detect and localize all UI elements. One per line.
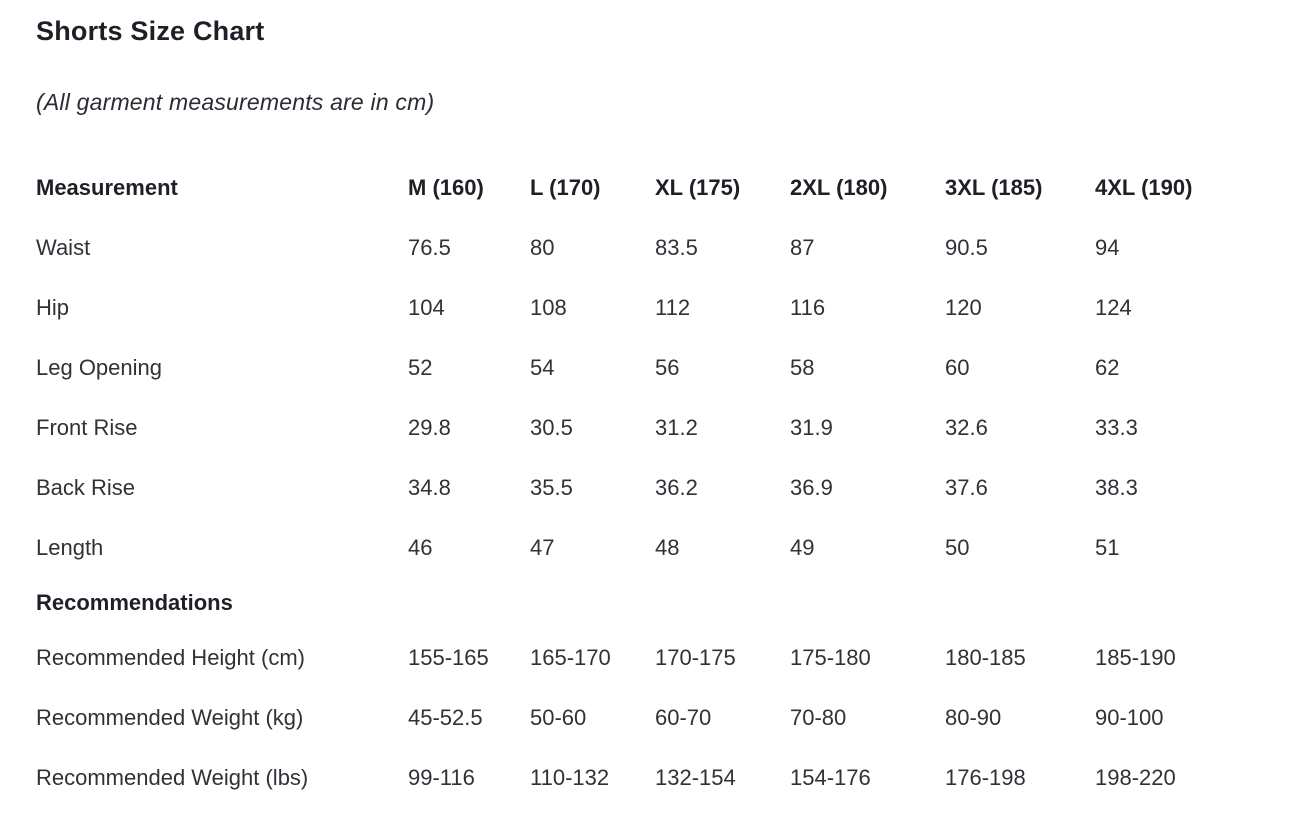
cell-value: 50 xyxy=(945,535,970,560)
cell-value: 104 xyxy=(408,295,445,320)
row-label: Front Rise xyxy=(36,415,138,440)
cell-value: 87 xyxy=(790,235,815,260)
table-row: Leg Opening 52 54 56 58 60 62 xyxy=(36,338,1258,398)
cell-value: 70-80 xyxy=(790,705,847,730)
cell-value: 165-170 xyxy=(530,645,611,670)
cell-value: 46 xyxy=(408,535,433,560)
cell-value: 36.9 xyxy=(790,475,833,500)
cell-value: 32.6 xyxy=(945,415,988,440)
cell-value: 180-185 xyxy=(945,645,1026,670)
section-row: Recommendations xyxy=(36,578,1258,628)
cell-value: 50-60 xyxy=(530,705,587,730)
table-row: Hip 104 108 112 116 120 124 xyxy=(36,278,1258,338)
cell-value: 176-198 xyxy=(945,765,1026,790)
cell-value: 132-154 xyxy=(655,765,736,790)
table-row: Front Rise 29.8 30.5 31.2 31.9 32.6 33.3 xyxy=(36,398,1258,458)
cell-value: 83.5 xyxy=(655,235,698,260)
cell-value: 170-175 xyxy=(655,645,736,670)
table-row: Recommended Weight (lbs) 99-116 110-132 132… xyxy=(36,748,1258,808)
table-row: Waist 76.5 80 83.5 87 90.5 94 xyxy=(36,218,1258,278)
column-header-size: 4XL (190) xyxy=(1095,175,1193,200)
row-label: Hip xyxy=(36,295,70,320)
cell-value: 34.8 xyxy=(408,475,451,500)
cell-value: 37.6 xyxy=(945,475,988,500)
cell-value: 120 xyxy=(945,295,982,320)
cell-value: 33.3 xyxy=(1095,415,1138,440)
column-header-size: L (170) xyxy=(530,175,601,200)
table-row: Recommended Height (cm) 155-165 165-170 170… xyxy=(36,628,1258,688)
table-row: Back Rise 34.8 35.5 36.2 36.9 37.6 38.3 xyxy=(36,458,1258,518)
cell-value: 90.5 xyxy=(945,235,988,260)
cell-value: 80 xyxy=(530,235,555,260)
page-title: Shorts Size Chart xyxy=(36,16,265,46)
cell-value: 155-165 xyxy=(408,645,489,670)
cell-value: 76.5 xyxy=(408,235,451,260)
cell-value: 51 xyxy=(1095,535,1120,560)
cell-value: 31.9 xyxy=(790,415,833,440)
cell-value: 49 xyxy=(790,535,815,560)
cell-value: 54 xyxy=(530,355,555,380)
cell-value: 124 xyxy=(1095,295,1132,320)
cell-value: 112 xyxy=(655,295,691,320)
column-header-size: XL (175) xyxy=(655,175,741,200)
cell-value: 35.5 xyxy=(530,475,573,500)
cell-value: 198-220 xyxy=(1095,765,1176,790)
cell-value: 175-180 xyxy=(790,645,871,670)
cell-value: 94 xyxy=(1095,235,1120,260)
cell-value: 58 xyxy=(790,355,815,380)
table-row: Recommended Weight (kg) 45-52.5 50-60 60-70… xyxy=(36,688,1258,748)
cell-value: 90-100 xyxy=(1095,705,1164,730)
column-header-measurement: Measurement xyxy=(36,175,178,200)
cell-value: 62 xyxy=(1095,355,1120,380)
row-label: Leg Opening xyxy=(36,355,162,380)
cell-value: 31.2 xyxy=(655,415,698,440)
cell-value: 110-132 xyxy=(530,765,610,790)
measurement-unit-note: (All garment measurements are in cm) xyxy=(36,89,435,115)
row-label: Waist xyxy=(36,235,91,260)
section-header: Recommendations xyxy=(36,590,233,615)
row-label: Recommended Weight (lbs) xyxy=(36,765,309,790)
cell-value: 38.3 xyxy=(1095,475,1138,500)
cell-value: 36.2 xyxy=(655,475,698,500)
cell-value: 154-176 xyxy=(790,765,871,790)
cell-value: 52 xyxy=(408,355,433,380)
cell-value: 56 xyxy=(655,355,680,380)
table-body: Waist 76.5 80 83.5 87 90.5 94 Hip 104 108 112 116 12… xyxy=(36,218,1258,808)
cell-value: 29.8 xyxy=(408,415,451,440)
cell-value: 60-70 xyxy=(655,705,712,730)
cell-value: 185-190 xyxy=(1095,645,1176,670)
row-label: Length xyxy=(36,535,104,560)
cell-value: 45-52.5 xyxy=(408,705,483,730)
cell-value: 48 xyxy=(655,535,680,560)
row-label: Recommended Height (cm) xyxy=(36,645,305,670)
row-label: Back Rise xyxy=(36,475,136,500)
row-label: Recommended Weight (kg) xyxy=(36,705,304,730)
size-chart-table: Measurement M (160) L (170) XL (175) 2XL (18… xyxy=(36,158,1258,808)
cell-value: 99-116 xyxy=(408,765,475,790)
cell-value: 108 xyxy=(530,295,567,320)
cell-value: 30.5 xyxy=(530,415,573,440)
header-row: Measurement M (160) L (170) XL (175) 2XL (18… xyxy=(36,158,1258,218)
cell-value: 116 xyxy=(790,295,826,320)
cell-value: 60 xyxy=(945,355,970,380)
cell-value: 47 xyxy=(530,535,555,560)
table-row: Length 46 47 48 49 50 51 xyxy=(36,518,1258,578)
column-header-size: 2XL (180) xyxy=(790,175,888,200)
column-header-size: M (160) xyxy=(408,175,484,200)
column-header-size: 3XL (185) xyxy=(945,175,1043,200)
cell-value: 80-90 xyxy=(945,705,1002,730)
